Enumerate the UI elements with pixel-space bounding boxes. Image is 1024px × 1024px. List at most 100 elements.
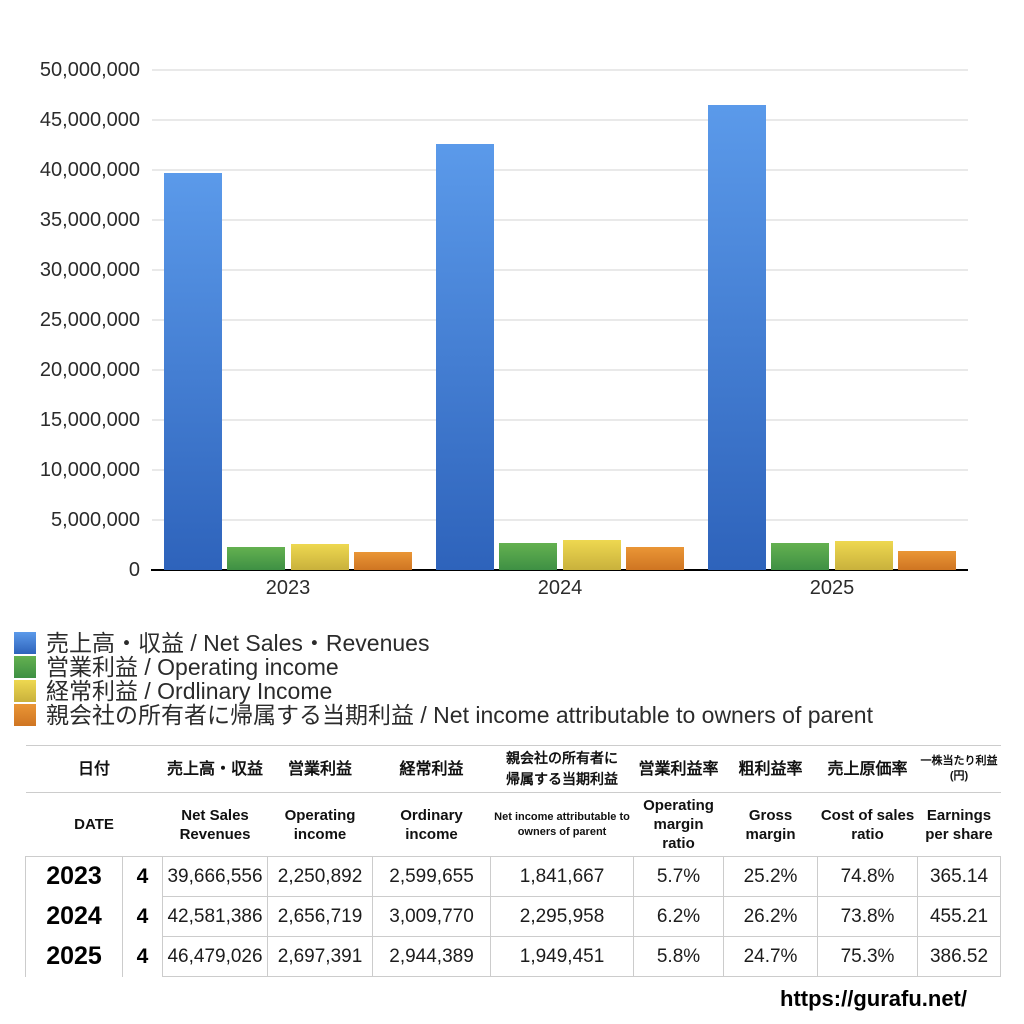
table-cell: 455.21 — [917, 896, 1002, 937]
table-header-cell: 営業利益 — [267, 745, 373, 793]
table-header-cell: 親会社の所有者に帰属する当期利益 — [490, 745, 634, 793]
table-cell: 2,599,655 — [372, 856, 492, 897]
bar-chart: 0 5,000,000 10,000,000 15,000,000 20,000,000… — [39, 59, 968, 599]
gridline — [152, 269, 968, 271]
gridline — [152, 219, 968, 221]
table-row: 2024 4 42,581,386 2,656,719 3,009,770 2,295,9… — [25, 896, 1002, 937]
legend-label: 親会社の所有者に帰属する当期利益 / Net income attributab… — [46, 702, 873, 728]
table-cell: 1,841,667 — [490, 856, 635, 897]
y-axis-label: 30,000,000 — [39, 259, 140, 281]
table-cell: 2,250,892 — [267, 856, 374, 897]
gridline — [152, 369, 968, 371]
bar-series3-2023 — [354, 552, 412, 570]
bar-series2-2023 — [291, 544, 349, 570]
legend-swatch-icon — [14, 680, 36, 702]
bar-series2-2024 — [563, 540, 621, 570]
gridline — [152, 519, 968, 521]
legend-item-3: 親会社の所有者に帰属する当期利益 / Net income attributab… — [14, 703, 873, 727]
y-axis-label: 50,000,000 — [39, 59, 140, 81]
y-axis-label: 10,000,000 — [39, 459, 140, 481]
table-cell: 26.2% — [723, 896, 819, 937]
table-header-cell: 経常利益 — [372, 745, 491, 793]
financial-table: 日付 売上高・収益 営業利益 経常利益 親会社の所有者に帰属する当期利益 営業利益率 粗利益… — [25, 745, 1002, 977]
table-header-cell: Cost of sales ratio — [817, 792, 918, 857]
bar-series1-2023 — [227, 547, 285, 570]
table-cell: 24.7% — [723, 936, 819, 977]
legend-swatch-icon — [14, 656, 36, 678]
table-cell: 25.2% — [723, 856, 819, 897]
table-header-cell: Gross margin — [723, 792, 818, 857]
site-url: https://gurafu.net/ — [780, 986, 967, 1011]
y-axis-label: 45,000,000 — [39, 109, 140, 131]
table-cell-year: 2025 — [25, 936, 123, 977]
gridline — [152, 469, 968, 471]
table-header-row-jp: 日付 売上高・収益 営業利益 経常利益 親会社の所有者に帰属する当期利益 営業利益率 粗利益… — [25, 745, 1001, 793]
y-axis-label: 35,000,000 — [39, 209, 140, 231]
table-header-cell: 営業利益率 — [633, 745, 724, 793]
legend-swatch-icon — [14, 704, 36, 726]
legend-item-2: 経常利益 / Ordlinary Income — [14, 679, 873, 703]
table-header-cell: 日付 — [25, 745, 163, 793]
table-cell: 39,666,556 — [162, 856, 269, 897]
table-cell: 5.8% — [633, 936, 725, 977]
legend-label: 経常利益 / Ordlinary Income — [46, 678, 333, 704]
bar-series0-2025 — [708, 105, 766, 570]
table-cell: 1,949,451 — [490, 936, 635, 977]
y-axis-label: 40,000,000 — [39, 159, 140, 181]
table-cell: 46,479,026 — [162, 936, 269, 977]
bar-series3-2025 — [898, 551, 956, 570]
gridline — [152, 319, 968, 321]
table-cell: 386.52 — [917, 936, 1002, 977]
table-cell-year: 2024 — [25, 896, 123, 937]
table-header-cell: 売上原価率 — [817, 745, 918, 793]
y-axis-label: 5,000,000 — [51, 509, 140, 531]
table-header-cell: Net Sales Revenues — [162, 792, 268, 857]
bar-series1-2024 — [499, 543, 557, 570]
table-header-cell: Operating income — [267, 792, 373, 857]
gridline — [152, 169, 968, 171]
table-header-cell: Ordinary income — [372, 792, 491, 857]
legend-label: 営業利益 / Operating income — [46, 654, 339, 680]
legend-swatch-icon — [14, 632, 36, 654]
x-axis-label: 2023 — [265, 577, 311, 599]
legend-item-1: 営業利益 / Operating income — [14, 655, 873, 679]
table-cell-month: 4 — [121, 936, 164, 977]
legend-label: 売上高・収益 / Net Sales・Revenues — [46, 630, 430, 656]
bar-series2-2025 — [835, 541, 893, 570]
table-cell-month: 4 — [121, 896, 164, 937]
x-axis-label: 2025 — [809, 577, 855, 599]
table-cell: 73.8% — [817, 896, 919, 937]
y-axis-label: 20,000,000 — [39, 359, 140, 381]
legend-item-0: 売上高・収益 / Net Sales・Revenues — [14, 631, 873, 655]
table-cell: 2,697,391 — [267, 936, 374, 977]
table-cell: 75.3% — [817, 936, 919, 977]
table-cell-month: 4 — [121, 856, 164, 897]
bar-series0-2024 — [436, 144, 494, 570]
table-row: 2023 4 39,666,556 2,250,892 2,599,655 1,841,6… — [25, 856, 1002, 897]
bar-series3-2024 — [626, 547, 684, 570]
x-axis-label: 2024 — [537, 577, 583, 599]
table-cell: 2,944,389 — [372, 936, 492, 977]
gridline — [152, 119, 968, 121]
gridline — [152, 69, 968, 71]
table-row: 2025 4 46,479,026 2,697,391 2,944,389 1,949,4… — [25, 936, 1002, 977]
table-cell: 74.8% — [817, 856, 919, 897]
table-header-cell: 粗利益率 — [723, 745, 818, 793]
y-axis-label: 25,000,000 — [39, 309, 140, 331]
bar-series1-2025 — [771, 543, 829, 570]
table-cell-year: 2023 — [25, 856, 123, 897]
table-cell: 5.7% — [633, 856, 725, 897]
y-axis-label: 0 — [128, 559, 140, 581]
table-cell: 6.2% — [633, 896, 725, 937]
table-header-cell: DATE — [25, 792, 163, 857]
table-header-cell: 売上高・収益 — [162, 745, 268, 793]
table-cell: 365.14 — [917, 856, 1002, 897]
table-header-cell: 一株当たり利益(円) — [917, 745, 1001, 793]
table-cell: 2,656,719 — [267, 896, 374, 937]
table-cell: 3,009,770 — [372, 896, 492, 937]
table-cell: 42,581,386 — [162, 896, 269, 937]
chart-legend: 売上高・収益 / Net Sales・Revenues 営業利益 / Operat… — [14, 631, 873, 727]
table-header-cell: Net income attributable to owners of par… — [490, 792, 634, 857]
y-axis-label: 15,000,000 — [39, 409, 140, 431]
